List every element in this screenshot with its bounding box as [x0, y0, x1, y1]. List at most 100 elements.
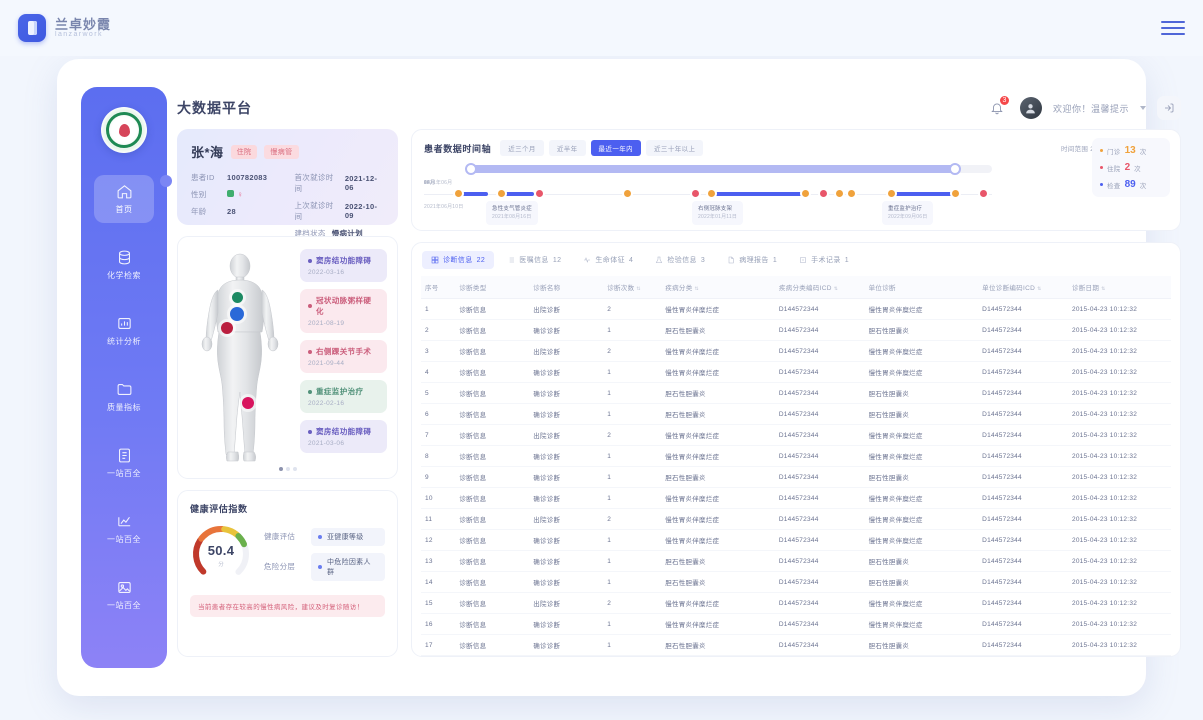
- notification-bell-button[interactable]: 3: [985, 95, 1010, 120]
- menu-icon[interactable]: [1161, 21, 1185, 35]
- green-marker[interactable]: [232, 292, 243, 303]
- brand-logo[interactable]: 兰卓妙霞 lanzarwork: [18, 14, 111, 42]
- timeline-point[interactable]: [952, 190, 959, 197]
- table-column-header[interactable]: 疾病分类 ⇅: [661, 276, 775, 299]
- human-figure[interactable]: [188, 247, 292, 468]
- timeline-tick: 2021年06月: [424, 180, 453, 186]
- avatar[interactable]: [1019, 97, 1042, 119]
- timeline-point[interactable]: [836, 190, 843, 197]
- timeline-handle-left[interactable]: [465, 163, 477, 175]
- timeline-chip-6m[interactable]: 近半年: [548, 140, 586, 156]
- blue-marker[interactable]: [230, 307, 244, 321]
- table-column-header[interactable]: 诊断次数 ⇅: [603, 276, 662, 299]
- health-score-row-risk: 危险分层 中危险因素人群: [264, 552, 385, 581]
- carousel-pager[interactable]: [178, 467, 397, 471]
- tab-vitals-label: 生命体征: [595, 257, 626, 264]
- tab-vitals[interactable]: 生命体征 4: [574, 251, 642, 269]
- timeline-point[interactable]: [820, 190, 827, 197]
- timeline-point[interactable]: [498, 190, 505, 197]
- tab-orders[interactable]: 医嘱信息 12: [498, 251, 570, 269]
- table-row[interactable]: 18诊断信息确诊诊断1慢性胃炎伴糜烂症D144572344慢性胃炎伴糜烂症D14…: [421, 655, 1171, 656]
- folder-icon: [116, 381, 133, 398]
- table-column-header: 单位诊断: [864, 276, 979, 299]
- table-cell: 胆石性胆囊炎: [864, 403, 979, 425]
- timeline-handle-right[interactable]: [949, 163, 961, 175]
- table-row[interactable]: 3 诊断信息 出院诊断 2 慢性胃炎伴糜烂症 D144572344 慢性胃炎伴糜烂症 D144…: [421, 340, 1171, 362]
- table-column-header[interactable]: 单位诊断编码ICD ⇅: [978, 276, 1068, 299]
- list-item[interactable]: 窦房结功能障碍 2021-03-06: [300, 420, 387, 453]
- timeline-point[interactable]: [888, 190, 895, 197]
- list-item[interactable]: 右侧踝关节手术 2021-09-44: [300, 340, 387, 373]
- table-row[interactable]: 17 诊断信息 确诊诊断 1 胆石性胆囊炎 D144572344 胆石性胆囊炎 D144572…: [421, 634, 1171, 656]
- tab-lab[interactable]: 检验信息 3: [646, 251, 714, 269]
- sidebar-item-analysis[interactable]: 统计分析: [81, 303, 167, 359]
- timeline-chip-3m[interactable]: 近三个月: [500, 140, 544, 156]
- sidebar-item-report[interactable]: 一站百全: [81, 435, 167, 491]
- timeline-point[interactable]: [802, 190, 809, 197]
- table-row[interactable]: 2 诊断信息 确诊诊断 1 胆石性胆囊炎 D144572344 胆石性胆囊炎 D1445723…: [421, 319, 1171, 341]
- table-row[interactable]: 12 诊断信息 确诊诊断 1 慢性胃炎伴糜烂症 D144572344 慢性胃炎伴糜烂症 D14…: [421, 529, 1171, 551]
- table-cell: D144572344: [978, 529, 1068, 551]
- table-row[interactable]: 13 诊断信息 确诊诊断 1 胆石性胆囊炎 D144572344 胆石性胆囊炎 D144572…: [421, 550, 1171, 572]
- table-cell: D144572344: [978, 403, 1068, 425]
- patient-field-status-value: 慢病计划: [331, 229, 363, 238]
- timeline-scrollbar-thumb[interactable]: [470, 165, 955, 173]
- timeline-point[interactable]: [848, 190, 855, 197]
- timeline-point[interactable]: [624, 190, 631, 197]
- table-row[interactable]: 16 诊断信息 确诊诊断 1 慢性胃炎伴糜烂症 D144572344 慢性胃炎伴糜烂症 D14…: [421, 613, 1171, 635]
- records-table-wrapper[interactable]: 序号 诊断类型 诊断名称 诊断次数 ⇅ 疾病分类 ⇅ 疾病分类编码ICD ⇅ 单位诊断 单位诊断编码…: [412, 276, 1180, 656]
- tab-diagnosis[interactable]: 诊断信息 22: [422, 251, 495, 269]
- logout-button[interactable]: [1157, 96, 1181, 120]
- sidebar-item-quality[interactable]: 质量指标: [81, 369, 167, 425]
- red-marker[interactable]: [221, 322, 233, 334]
- table-row[interactable]: 5 诊断信息 确诊诊断 1 胆石性胆囊炎 D144572344 胆石性胆囊炎 D1445723…: [421, 382, 1171, 404]
- timeline-point[interactable]: [536, 190, 543, 197]
- left-column: 张*海 住院 慢病管 患者ID 100782083 性别 ♀: [177, 129, 398, 657]
- sidebar-item-trend[interactable]: 一站百全: [81, 501, 167, 557]
- table-row[interactable]: 10 诊断信息 确诊诊断 1 慢性胃炎伴糜烂症 D144572344 慢性胃炎伴糜烂症 D14…: [421, 487, 1171, 509]
- list-item[interactable]: 冠状动脉粥样硬化 2021-08-19: [300, 289, 387, 333]
- trend-icon: [116, 513, 133, 530]
- table-row[interactable]: 8 诊断信息 确诊诊断 1 慢性胃炎伴糜烂症 D144572344 慢性胃炎伴糜烂症 D144…: [421, 445, 1171, 467]
- pink-marker[interactable]: [242, 397, 254, 409]
- table-row[interactable]: 11 诊断信息 出院诊断 2 慢性胃炎伴糜烂症 D144572344 慢性胃炎伴糜烂症 D14…: [421, 508, 1171, 530]
- tab-pathology[interactable]: 病理报告 1: [718, 251, 786, 269]
- table-cell: 慢性胃炎伴糜烂症: [864, 487, 979, 509]
- table-cell: D144572344: [978, 634, 1068, 656]
- timeline-chip-all[interactable]: 近三十年以上: [646, 140, 704, 156]
- table-row[interactable]: 15 诊断信息 出院诊断 2 慢性胃炎伴糜烂症 D144572344 慢性胃炎伴糜烂症 D14…: [421, 592, 1171, 614]
- table-column-header[interactable]: 诊断日期 ⇅: [1067, 276, 1171, 299]
- sidebar-item-home[interactable]: 首页: [81, 171, 167, 227]
- timeline-point[interactable]: [455, 190, 462, 197]
- tab-surgery-label: 手术记录: [811, 257, 841, 264]
- timeline-chip-1y[interactable]: 最近一年内: [590, 140, 642, 156]
- table-row[interactable]: 4 诊断信息 确诊诊断 1 慢性胃炎伴糜烂症 D144572344 慢性胃炎伴糜烂症 D144…: [421, 361, 1171, 383]
- table-row[interactable]: 14 诊断信息 确诊诊断 1 胆石性胆囊炎 D144572344 胆石性胆囊炎 D144572…: [421, 571, 1171, 593]
- table-row[interactable]: 7 诊断信息 出院诊断 2 慢性胃炎伴糜烂症 D144572344 慢性胃炎伴糜烂症 D144…: [421, 424, 1171, 446]
- list-item[interactable]: 窦房结功能障碍 2022-03-16: [300, 249, 387, 282]
- timeline-point[interactable]: [692, 190, 699, 197]
- tab-surgery[interactable]: 手术记录 1: [790, 251, 858, 269]
- table-column-header: 诊断类型: [455, 276, 530, 299]
- timeline-chart[interactable]: 2021年06月 06月 08月 10月 12月 02月 04月 06月: [424, 163, 992, 226]
- timeline-point[interactable]: [708, 190, 715, 197]
- table-row[interactable]: 9 诊断信息 确诊诊断 1 胆石性胆囊炎 D144572344 胆石性胆囊炎 D1445723…: [421, 466, 1171, 488]
- table-cell: 诊断信息: [455, 508, 530, 530]
- table-cell: 2015-04-23 10:12:32: [1067, 592, 1171, 614]
- patient-field-sex: 性别 ♀: [191, 189, 281, 200]
- list-item[interactable]: 重症监护治疗 2022-02-16: [300, 380, 387, 413]
- sidebar-item-image[interactable]: 一站百全: [81, 567, 167, 623]
- table-cell: 确诊诊断: [529, 634, 604, 656]
- timeline-point[interactable]: [980, 190, 987, 197]
- chevron-down-icon[interactable]: [1140, 106, 1146, 110]
- table-cell: 诊断信息: [455, 361, 530, 383]
- table-column-header[interactable]: 疾病分类编码ICD ⇅: [774, 276, 865, 299]
- table-cell: D144572344: [978, 508, 1068, 530]
- sidebar-item-search[interactable]: 化学检索: [81, 237, 167, 293]
- sidebar-collapse-handle[interactable]: [160, 175, 172, 187]
- table-row[interactable]: 1 诊断信息 出院诊断 2 慢性胃炎伴糜烂症 D144572344 慢性胃炎伴糜烂症 D144…: [421, 298, 1171, 320]
- table-cell: 4: [421, 361, 456, 383]
- table-row[interactable]: 6 诊断信息 确诊诊断 1 胆石性胆囊炎 D144572344 胆石性胆囊炎 D1445723…: [421, 403, 1171, 425]
- health-score-card: 健康评估指数 50.4 分: [177, 490, 398, 657]
- table-cell: D144572344: [774, 655, 865, 656]
